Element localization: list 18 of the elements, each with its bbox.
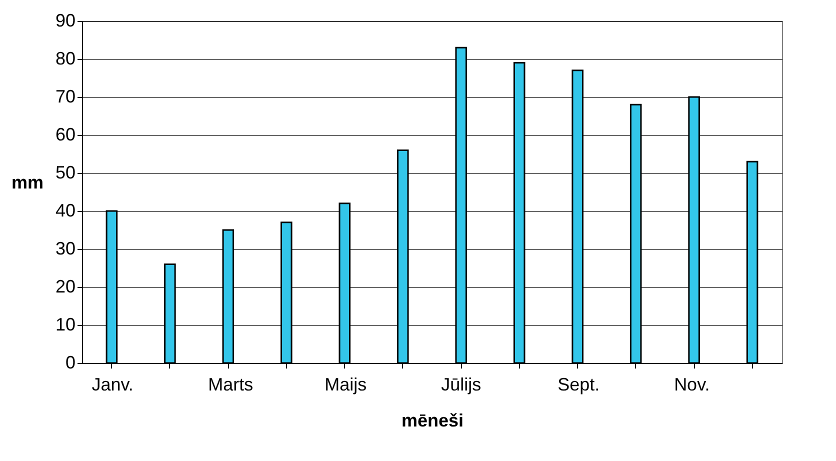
y-tick-label: 20 bbox=[55, 276, 76, 296]
y-tick-label: 60 bbox=[55, 124, 76, 144]
y-tick-label: 90 bbox=[55, 10, 76, 30]
x-tick-label: Jūlijs bbox=[441, 374, 482, 394]
x-tick-label: Janv. bbox=[92, 374, 134, 394]
y-tick-label: 10 bbox=[55, 314, 76, 334]
y-tick-label: 30 bbox=[55, 238, 76, 258]
x-tick-label: Nov. bbox=[674, 374, 710, 394]
y-tick-label: 40 bbox=[55, 200, 76, 220]
y-tick-label: 70 bbox=[55, 86, 76, 106]
x-tick-label: Sept. bbox=[558, 374, 600, 394]
y-tick-label: 0 bbox=[65, 352, 76, 372]
x-tick-label: Marts bbox=[208, 374, 254, 394]
x-tick-label: Maijs bbox=[324, 374, 367, 394]
y-tick-label: 50 bbox=[55, 162, 76, 182]
y-axis-title: mm bbox=[11, 172, 44, 192]
y-tick-label: 80 bbox=[55, 48, 76, 68]
x-axis-title: mēneši bbox=[401, 410, 464, 430]
